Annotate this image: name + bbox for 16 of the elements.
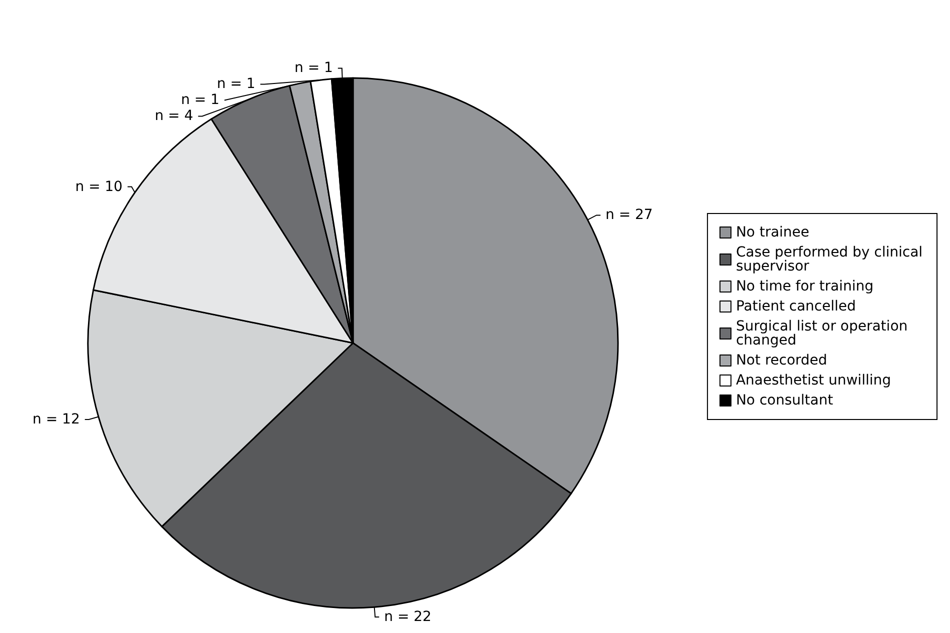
- data-label: n = 27: [606, 207, 653, 224]
- data-label: n = 1: [216, 76, 256, 92]
- legend-label: Case performed by clinical supervisor: [736, 244, 928, 274]
- legend-label: No trainee: [736, 224, 810, 240]
- legend-label: No time for training: [736, 278, 874, 294]
- legend-label: Surgical list or operation changed: [736, 318, 912, 348]
- data-label: n = 1: [181, 92, 220, 108]
- legend-label: No consultant: [736, 392, 834, 408]
- data-label: n = 12: [32, 412, 80, 428]
- data-label: n = 10: [75, 178, 123, 195]
- data-label: n = 1: [294, 60, 333, 76]
- legend-label: Patient cancelled: [736, 298, 856, 314]
- data-label: n = 22: [384, 609, 432, 625]
- legend-label: Anaesthetist unwilling: [736, 372, 892, 388]
- legend-label: Not recorded: [736, 352, 828, 368]
- data-label: n = 4: [154, 108, 194, 124]
